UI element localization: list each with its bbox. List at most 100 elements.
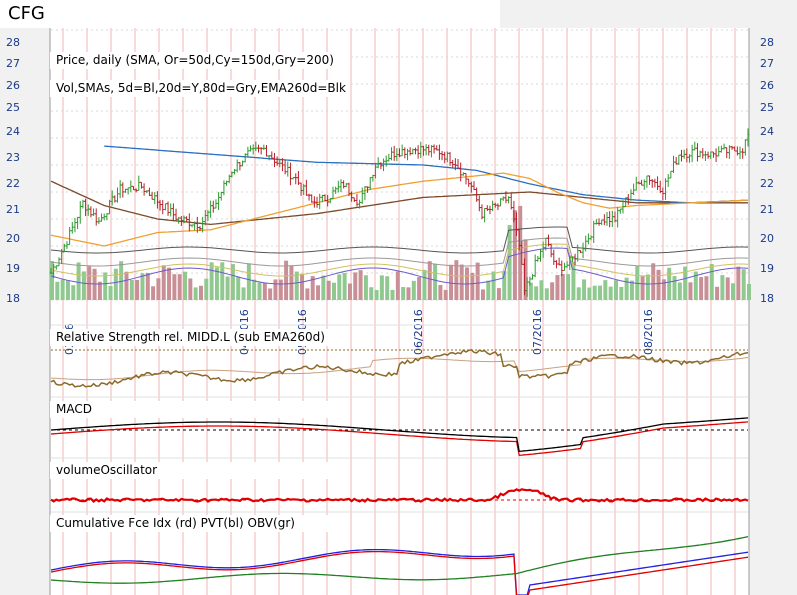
volume-bar bbox=[156, 278, 161, 300]
volume-bar bbox=[433, 263, 438, 300]
force-index-line bbox=[50, 550, 749, 595]
volume-bar bbox=[459, 264, 464, 300]
volume-bar bbox=[629, 280, 634, 300]
y-tick-label-left: 27 bbox=[6, 57, 20, 70]
volume-bar bbox=[587, 287, 592, 300]
volume-bar bbox=[81, 271, 86, 300]
volume-bar bbox=[645, 274, 650, 300]
volume-bar bbox=[119, 261, 124, 300]
volume-bar bbox=[672, 276, 677, 300]
volume-bar bbox=[268, 288, 273, 300]
volume-bar bbox=[736, 266, 741, 300]
ticker-title: CFG bbox=[8, 3, 45, 24]
volume-bar bbox=[358, 270, 363, 300]
volume-bar bbox=[167, 267, 172, 300]
volume-bar bbox=[257, 282, 262, 300]
sma150-line bbox=[104, 145, 749, 204]
volume-bar bbox=[661, 279, 666, 300]
volume-bar bbox=[496, 288, 501, 300]
volume-bar bbox=[76, 262, 81, 300]
volume-bar bbox=[278, 279, 283, 300]
volume-bar bbox=[374, 289, 379, 300]
volume-bar bbox=[534, 286, 539, 300]
volume-bar bbox=[172, 274, 177, 300]
volume-bar bbox=[305, 288, 310, 300]
volosc-line bbox=[50, 488, 749, 503]
volume-bar bbox=[209, 262, 214, 300]
cum-panel-label: Cumulative Fce Idx (rd) PVT(bl) OBV(gr) bbox=[50, 515, 350, 532]
volume-bar bbox=[198, 285, 203, 300]
volume-bar bbox=[619, 286, 624, 300]
volume-bar bbox=[422, 269, 427, 300]
macd-signal-line bbox=[50, 421, 749, 456]
volume-bar bbox=[151, 286, 156, 300]
volume-bar bbox=[71, 285, 76, 300]
y-tick-label-right: 21 bbox=[760, 203, 774, 216]
volume-bar bbox=[528, 282, 533, 300]
volume-bar bbox=[145, 272, 150, 300]
volume-ema260-line bbox=[50, 226, 749, 254]
y-tick-label-left: 26 bbox=[6, 79, 20, 92]
volume-bar bbox=[683, 266, 688, 300]
volume-sma5-line bbox=[50, 247, 749, 285]
volume-panel-label: Vol,SMAs, 5d=Bl,20d=Y,80d=Gry,EMA260d=Bl… bbox=[50, 80, 350, 97]
sma200-line bbox=[50, 180, 748, 226]
price-panel-label: Price, daily (SMA, Or=50d,Cy=150d,Gry=20… bbox=[50, 52, 350, 69]
macd-panel-label: MACD bbox=[50, 401, 350, 418]
volume-bar bbox=[544, 288, 549, 300]
volume-bar bbox=[491, 271, 496, 300]
volume-bar bbox=[608, 286, 613, 300]
volume-bar bbox=[571, 261, 576, 300]
volume-bar bbox=[449, 264, 454, 300]
y-tick-label-right: 24 bbox=[760, 125, 774, 138]
volume-bar bbox=[65, 280, 70, 300]
volume-bar bbox=[406, 287, 411, 300]
volume-bar bbox=[87, 266, 92, 300]
y-tick-label-right: 19 bbox=[760, 262, 774, 275]
rs-panel-label: Relative Strength rel. MIDD.L (sub EMA26… bbox=[50, 329, 350, 346]
y-tick-label-right: 20 bbox=[760, 232, 774, 245]
rs-smooth-line bbox=[50, 357, 749, 381]
volume-bar bbox=[417, 277, 422, 300]
volume-bar bbox=[310, 276, 315, 300]
volume-bar bbox=[369, 287, 374, 300]
volume-bar bbox=[613, 280, 618, 300]
volume-bar bbox=[693, 271, 698, 300]
volume-bar bbox=[704, 276, 709, 300]
volume-bar bbox=[326, 280, 331, 300]
y-tick-label-right: 26 bbox=[760, 79, 774, 92]
volume-bar bbox=[246, 263, 251, 300]
y-tick-label-right: 27 bbox=[760, 57, 774, 70]
volume-bar bbox=[747, 283, 751, 300]
macd-line bbox=[50, 417, 749, 452]
volume-bar bbox=[188, 278, 193, 300]
volume-bar bbox=[140, 273, 145, 300]
x-date-label: 07/2016 bbox=[531, 309, 544, 355]
volume-bar bbox=[603, 280, 608, 300]
volume-bar bbox=[220, 262, 225, 300]
volume-bar bbox=[97, 281, 102, 300]
volume-bar bbox=[427, 261, 432, 300]
volume-bar bbox=[582, 279, 587, 300]
volume-bar bbox=[55, 281, 60, 300]
volume-bar bbox=[129, 279, 134, 300]
volume-bar bbox=[379, 275, 384, 300]
volume-bar bbox=[725, 277, 730, 300]
x-date-label: 06/2016 bbox=[412, 309, 425, 355]
volume-bar bbox=[507, 225, 512, 300]
volume-bar bbox=[193, 287, 198, 300]
volume-bar bbox=[289, 265, 294, 300]
volume-bar bbox=[390, 289, 395, 300]
volume-bar bbox=[667, 267, 672, 300]
y-tick-label-left: 25 bbox=[6, 101, 20, 114]
y-tick-label-left: 18 bbox=[6, 292, 20, 305]
volume-bar bbox=[523, 239, 528, 300]
volume-bar bbox=[656, 269, 661, 300]
volume-bar bbox=[225, 276, 230, 300]
volume-bar bbox=[363, 275, 368, 300]
volume-bar bbox=[316, 285, 321, 300]
y-tick-label-left: 19 bbox=[6, 262, 20, 275]
y-tick-label-left: 24 bbox=[6, 125, 20, 138]
y-tick-label-right: 25 bbox=[760, 101, 774, 114]
y-tick-label-left: 22 bbox=[6, 177, 20, 190]
